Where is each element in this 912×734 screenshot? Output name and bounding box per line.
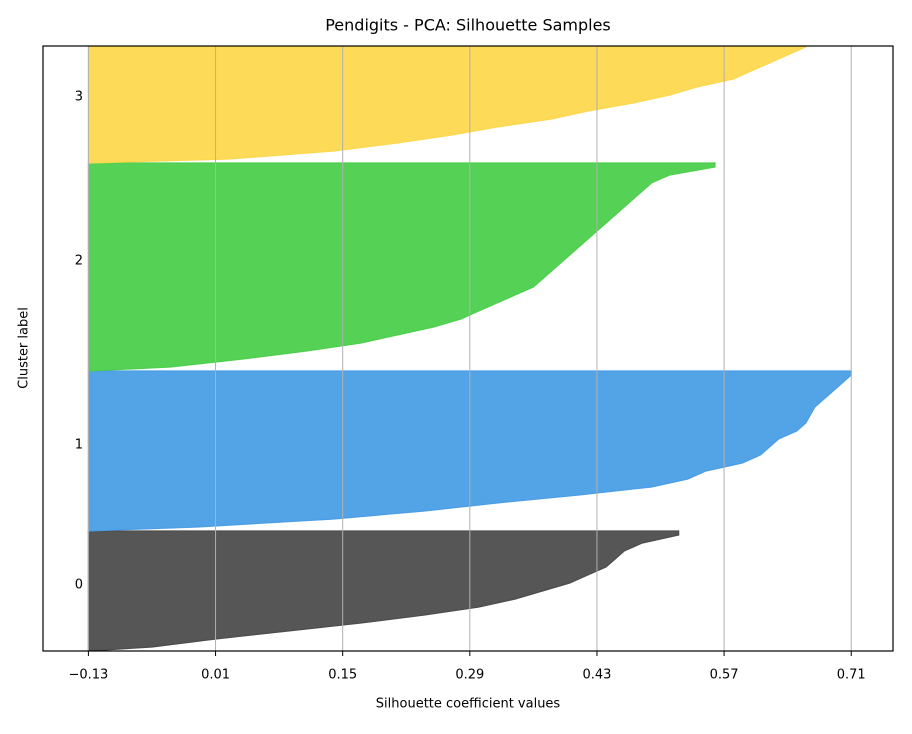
y-axis-label: Cluster label: [17, 307, 32, 389]
cluster-label: 3: [75, 90, 83, 105]
x-tick-label: 0.01: [201, 668, 230, 683]
x-tick-label: −0.13: [68, 668, 108, 683]
cluster-label: 1: [75, 438, 83, 453]
cluster-label: 2: [75, 254, 83, 269]
x-tick-label: 0.15: [328, 668, 357, 683]
x-tick-label: 0.43: [582, 668, 611, 683]
cluster-label: 0: [75, 578, 83, 593]
x-tick-label: 0.29: [455, 668, 484, 683]
chart-title: Pendigits - PCA: Silhouette Samples: [325, 16, 611, 35]
x-tick-label: 0.71: [837, 668, 866, 683]
plot-frame: [42, 45, 894, 652]
silhouette-area: [87, 162, 716, 372]
x-tick-label: 0.57: [710, 668, 739, 683]
silhouette-area: [87, 530, 680, 651]
silhouette-area: [87, 46, 807, 164]
overlay: 0 1 2 3 −0.13 0.01 0.15 0.29 0.43 0.57 0.71: [42, 45, 894, 683]
x-axis-label: Silhouette coefficient values: [376, 697, 561, 712]
